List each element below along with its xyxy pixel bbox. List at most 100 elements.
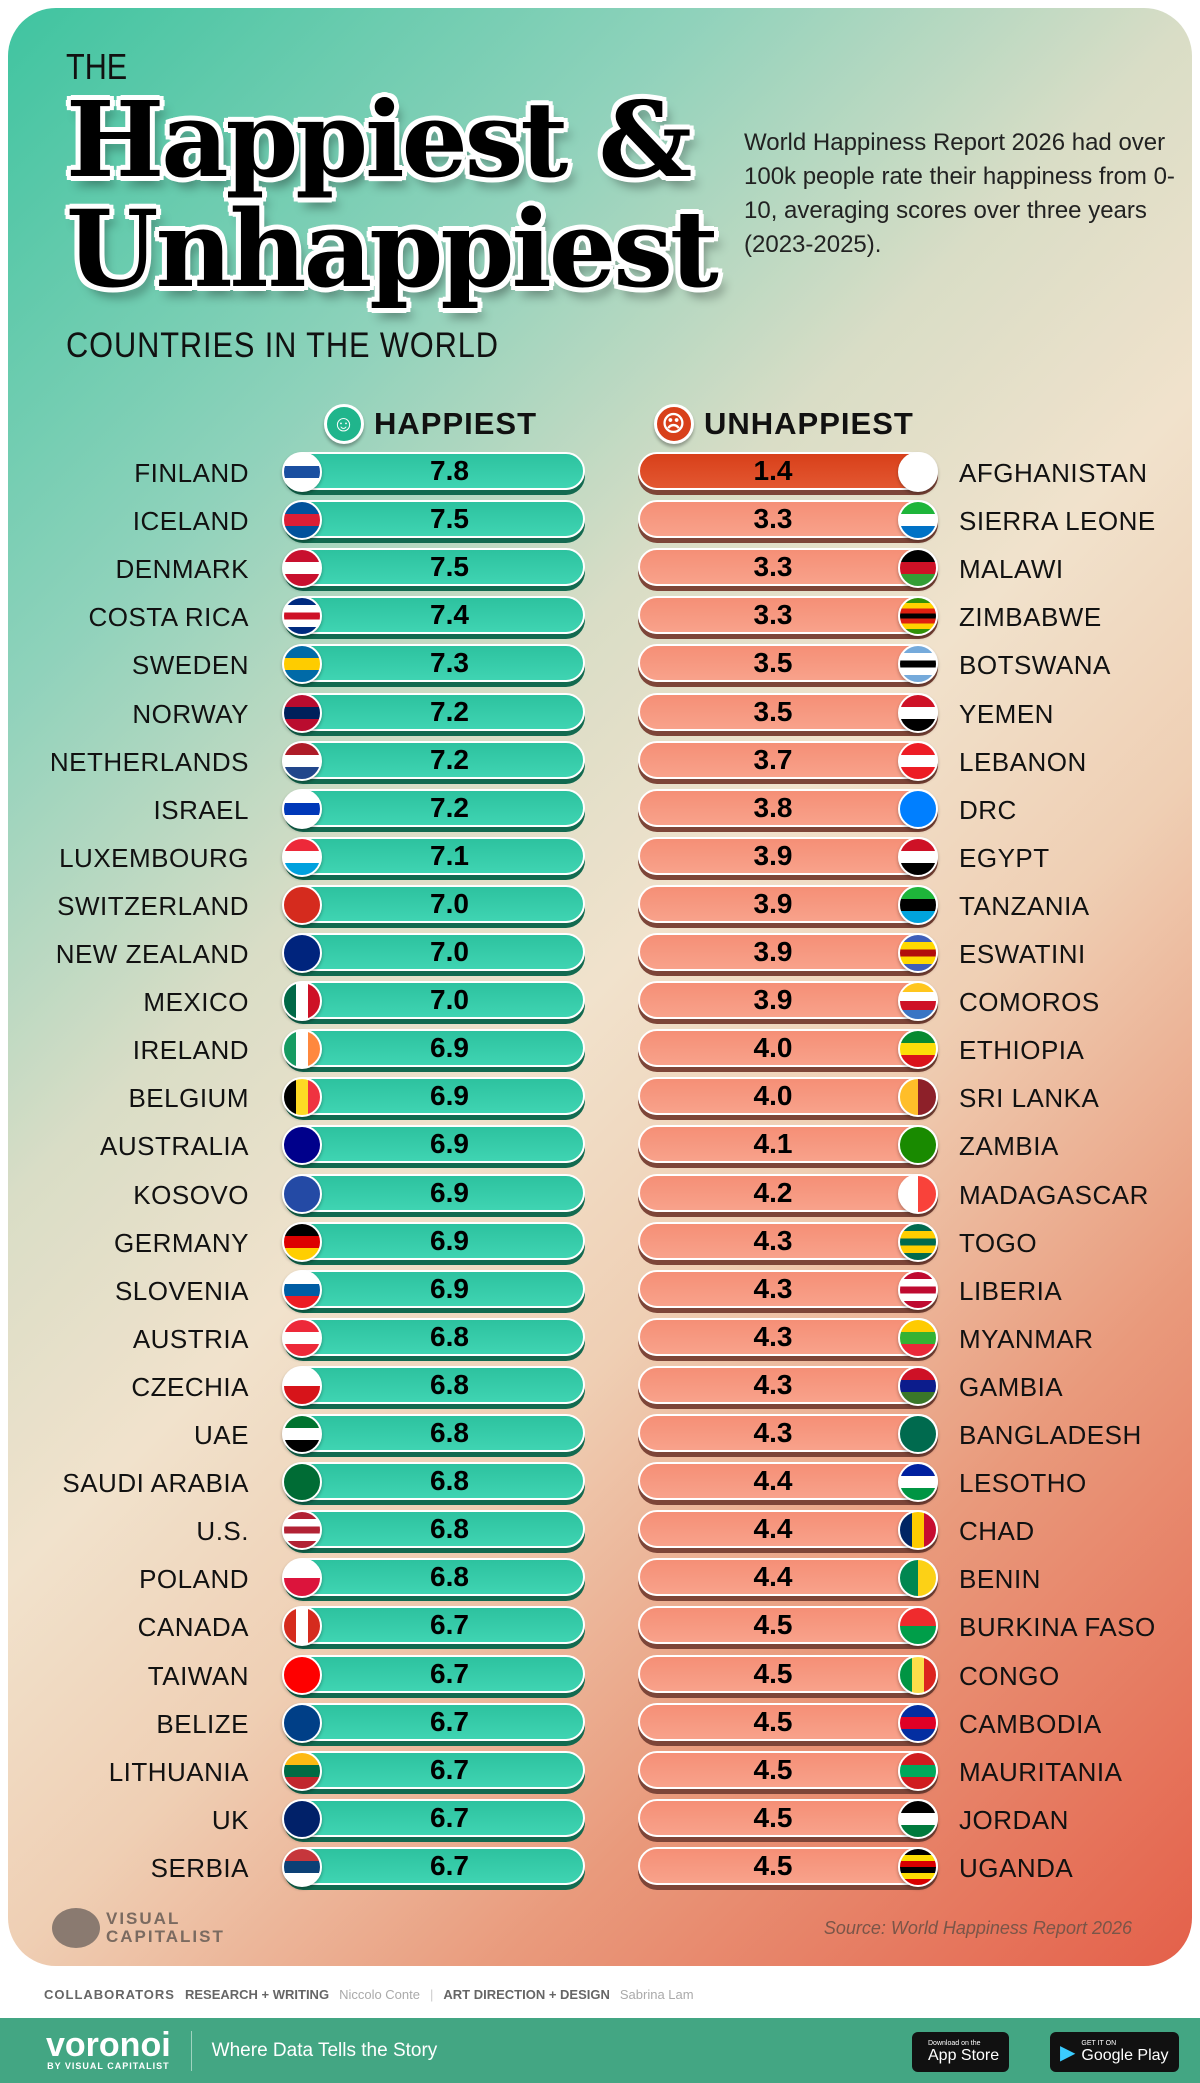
unhappy-country-name: MADAGASCAR — [959, 1179, 1149, 1210]
table-row: LITHUANIA 6.7 4.5 MAURITANIA — [8, 1750, 1192, 1791]
google-play-button[interactable]: ▶ GET IT ON Google Play — [1050, 2032, 1179, 2072]
table-row: SWITZERLAND 7.0 3.9 TANZANIA — [8, 884, 1192, 925]
happy-country-name: CZECHIA — [131, 1371, 249, 1402]
table-row: FINLAND 7.8 1.4 AFGHANISTAN — [8, 452, 1192, 492]
happy-score-label: 7.2 — [430, 791, 469, 823]
unhappy-score-label: 4.3 — [753, 1224, 793, 1256]
table-row: UK 6.7 4.5 JORDAN — [8, 1798, 1192, 1839]
unhappy-country-name: SRI LANKA — [959, 1083, 1100, 1114]
happy-country-name: POLAND — [139, 1564, 249, 1595]
unhappy-score-label: 3.3 — [753, 599, 793, 631]
flag-icon — [898, 1462, 938, 1503]
happy-score-label: 6.7 — [430, 1657, 469, 1689]
happy-score-label: 7.2 — [430, 695, 469, 727]
flag-icon — [282, 1414, 322, 1454]
name-research: Niccolo Conte — [339, 1987, 420, 2002]
flag-icon — [898, 1510, 938, 1551]
unhappy-country-name: BANGLADESH — [959, 1420, 1142, 1450]
unhappy-score-bar: 3.7 — [638, 740, 938, 779]
happy-score-label: 6.8 — [430, 1417, 469, 1448]
flag-icon — [282, 1558, 322, 1599]
happy-score-bar: 6.9 — [284, 1221, 585, 1260]
table-row: ISRAEL 7.2 3.8 DRC — [8, 788, 1192, 829]
unhappy-score-bar: 1.4 — [638, 452, 938, 490]
happy-score-label: 6.7 — [430, 1609, 469, 1641]
happy-score-label: 6.9 — [430, 1176, 469, 1208]
happy-score-label: 6.9 — [430, 1128, 469, 1160]
flag-icon — [898, 1414, 938, 1454]
happy-country-name: NORWAY — [132, 698, 249, 729]
flag-icon — [282, 981, 322, 1022]
table-row: U.S. 6.8 4.4 CHAD — [8, 1510, 1192, 1551]
flag-icon — [898, 884, 938, 925]
flag-icon — [898, 788, 938, 829]
happy-country-name: KOSOVO — [133, 1179, 249, 1210]
flag-icon — [282, 788, 322, 829]
table-row: UAE 6.8 4.3 BANGLADESH — [8, 1414, 1192, 1454]
happy-score-bar: 7.0 — [284, 933, 585, 971]
happy-score-bar: 6.7 — [284, 1750, 585, 1789]
flag-icon — [282, 1846, 322, 1887]
unhappy-country-name: CAMBODIA — [959, 1708, 1102, 1739]
unhappy-score-label: 4.3 — [753, 1368, 793, 1400]
flag-icon — [282, 884, 322, 925]
unhappy-country-name: BOTSWANA — [959, 650, 1111, 681]
table-row: NETHERLANDS 7.2 3.7 LEBANON — [8, 740, 1192, 781]
unhappy-score-label: 4.5 — [753, 1849, 793, 1881]
unhappy-score-label: 4.4 — [753, 1465, 793, 1497]
unhappy-score-bar: 3.8 — [638, 788, 938, 827]
unhappy-score-bar: 3.5 — [638, 644, 938, 683]
unhappy-score-label: 3.3 — [753, 551, 793, 583]
happy-score-bar: 6.7 — [284, 1798, 585, 1837]
table-row: BELIZE 6.7 4.5 CAMBODIA — [8, 1702, 1192, 1743]
happy-country-name: BELGIUM — [128, 1083, 249, 1114]
flag-icon — [282, 644, 322, 685]
happy-country-name: UAE — [194, 1420, 249, 1450]
unhappy-score-bar: 4.5 — [638, 1750, 938, 1789]
happy-score-label: 7.5 — [430, 503, 469, 535]
flag-icon — [898, 933, 938, 973]
happy-score-bar: 6.7 — [284, 1846, 585, 1885]
unhappy-score-bar: 4.3 — [638, 1414, 938, 1452]
unhappy-score-bar: 3.3 — [638, 548, 938, 587]
voronoi-logo[interactable]: voronoi BY VISUAL CAPITALIST — [46, 2025, 171, 2071]
flag-icon — [898, 1365, 938, 1406]
happy-country-name: U.S. — [196, 1516, 249, 1547]
happy-score-label: 7.1 — [430, 839, 469, 871]
divider — [190, 2030, 192, 2071]
happy-score-label: 7.2 — [430, 743, 469, 775]
happy-score-bar: 6.9 — [284, 1173, 585, 1212]
happy-score-bar: 6.9 — [284, 1269, 585, 1308]
unhappy-score-bar: 4.5 — [638, 1798, 938, 1837]
flag-icon — [898, 981, 938, 1022]
source-note: Source: World Happiness Report 2026 — [823, 1918, 1132, 1938]
app-store-button[interactable]: Download on the App Store — [912, 2032, 1010, 2072]
happy-score-bar: 6.8 — [284, 1365, 585, 1404]
description: World Happiness Report 2026 had over 100… — [744, 129, 1175, 258]
happy-score-label: 7.8 — [430, 455, 469, 486]
happy-country-name: SERBIA — [150, 1852, 249, 1883]
table-row: BELGIUM 6.9 4.0 SRI LANKA — [8, 1077, 1192, 1118]
table-row: KOSOVO 6.9 4.2 MADAGASCAR — [8, 1173, 1192, 1214]
unhappy-country-name: ZIMBABWE — [959, 602, 1102, 633]
flag-icon — [898, 500, 938, 541]
happy-country-name: NETHERLANDS — [49, 746, 249, 777]
unhappy-score-label: 4.3 — [753, 1417, 793, 1448]
flag-icon — [282, 1365, 322, 1406]
flag-icon — [898, 1606, 938, 1647]
unhappy-score-label: 1.4 — [753, 455, 793, 486]
role-design: ART DIRECTION + DESIGN — [443, 1987, 610, 2002]
unhappy-country-name: CONGO — [959, 1660, 1060, 1691]
unhappy-country-name: BURKINA FASO — [959, 1612, 1156, 1643]
unhappy-score-label: 4.5 — [753, 1801, 793, 1833]
happy-score-bar: 7.2 — [284, 692, 585, 731]
table-row: DENMARK 7.5 3.3 MALAWI — [8, 548, 1192, 589]
flag-icon — [282, 1606, 322, 1647]
unhappy-country-name: CHAD — [959, 1516, 1035, 1547]
happy-score-label: 7.5 — [430, 551, 469, 583]
unhappy-country-name: MYANMAR — [959, 1323, 1094, 1354]
name-design: Sabrina Lam — [619, 1987, 694, 2002]
happy-country-name: DENMARK — [115, 554, 249, 585]
smiley-face-icon: ☺ — [324, 404, 364, 444]
unhappy-country-name: MALAWI — [959, 554, 1064, 585]
